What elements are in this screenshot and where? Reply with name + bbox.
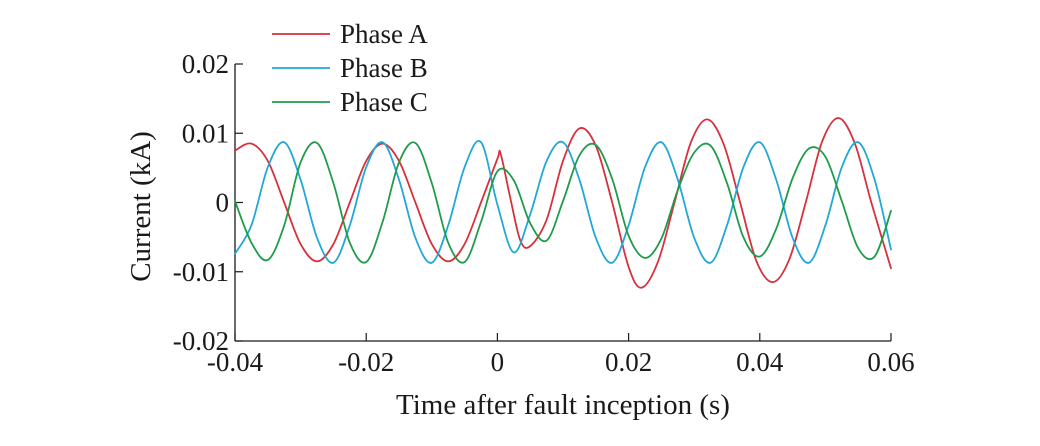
legend: Phase A Phase B Phase C bbox=[272, 19, 428, 117]
y-tick-label: -0.01 bbox=[173, 257, 229, 287]
x-tick-label: 0.06 bbox=[867, 347, 914, 377]
legend-label-phase-c: Phase C bbox=[340, 87, 428, 117]
y-tick-label: 0 bbox=[216, 188, 230, 218]
series-line-phase-a bbox=[234, 117, 892, 289]
series-line-phase-b bbox=[234, 140, 892, 264]
y-tick-label: -0.02 bbox=[173, 326, 229, 356]
x-tick-label: 0.02 bbox=[605, 347, 652, 377]
x-tick-label: -0.02 bbox=[338, 347, 394, 377]
y-tick-label: 0.01 bbox=[182, 118, 229, 148]
x-tick-label: 0.04 bbox=[736, 347, 784, 377]
x-tick-label: -0.04 bbox=[207, 347, 264, 377]
series-lines bbox=[234, 117, 892, 289]
series-line-phase-c bbox=[234, 141, 892, 264]
x-tick-label: 0 bbox=[491, 347, 505, 377]
legend-label-phase-b: Phase B bbox=[340, 53, 428, 83]
y-tick-label: 0.02 bbox=[182, 49, 229, 79]
y-axis-title: Current (kA) bbox=[125, 131, 157, 282]
x-axis-title: Time after fault inception (s) bbox=[396, 389, 730, 421]
legend-label-phase-a: Phase A bbox=[340, 19, 428, 49]
